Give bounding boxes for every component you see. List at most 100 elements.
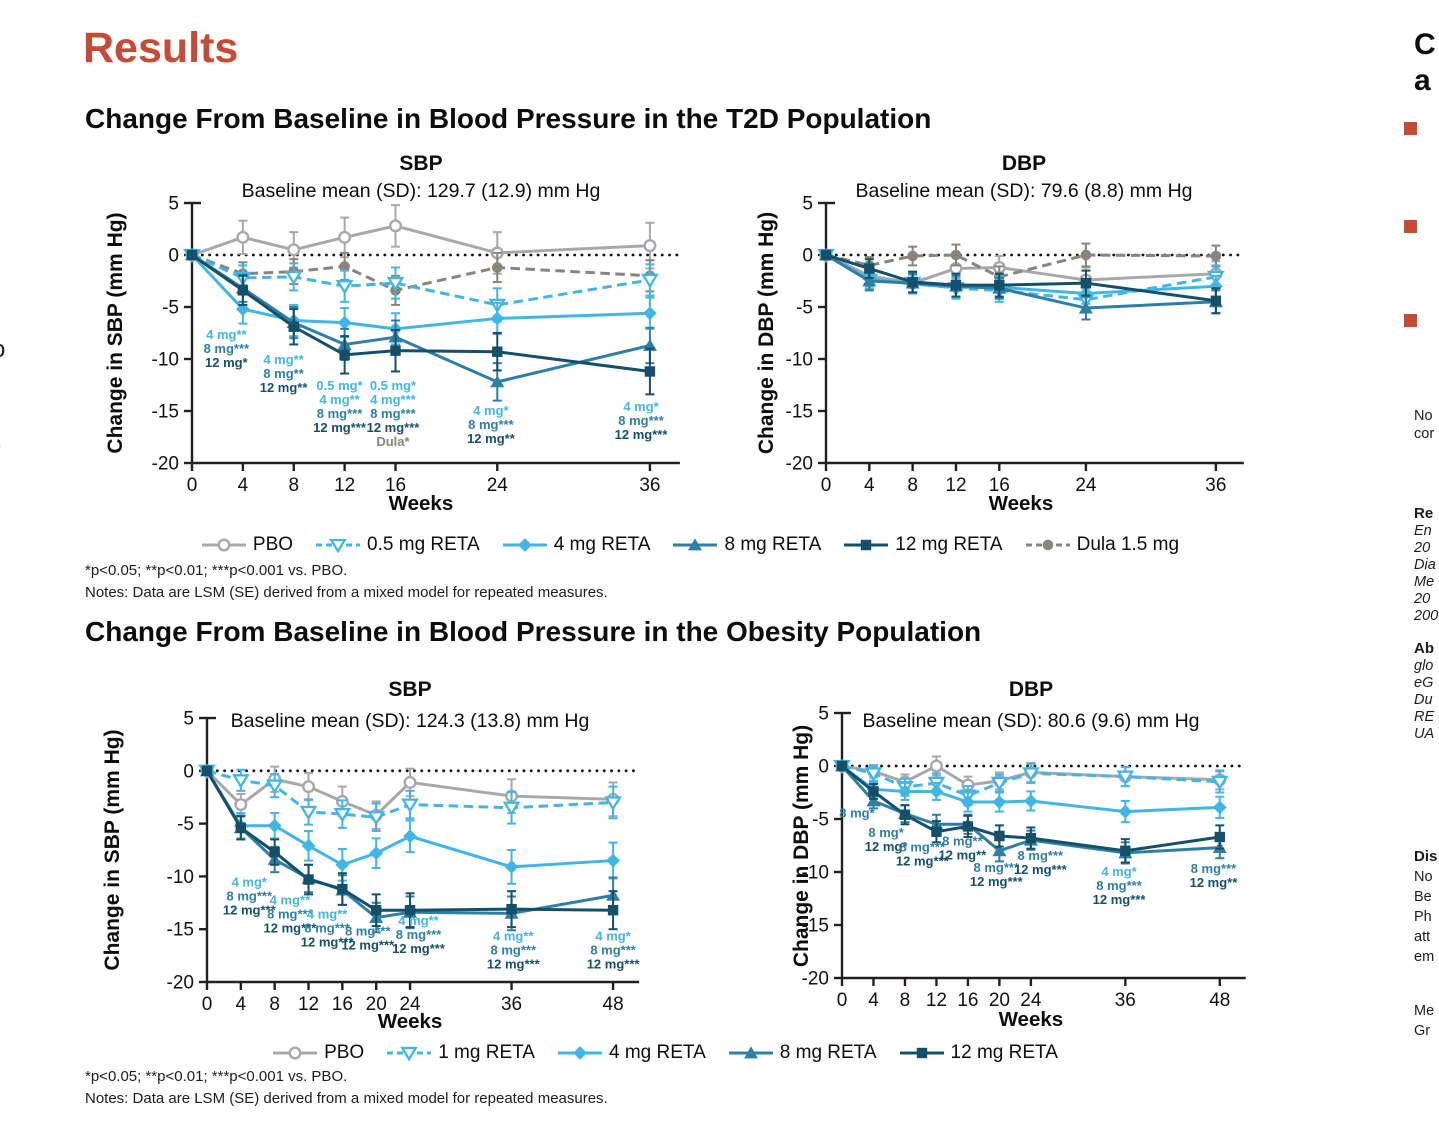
x-axis-label: Weeks bbox=[998, 1008, 1064, 1031]
svg-text:5: 5 bbox=[802, 194, 813, 215]
legend-marker-diamond bbox=[502, 538, 547, 552]
svg-text:-5: -5 bbox=[812, 810, 829, 831]
significance-footnote: *p<0.05; **p<0.01; ***p<0.001 vs. PBO. bbox=[85, 1068, 348, 1085]
svg-text:0: 0 bbox=[837, 990, 848, 1011]
svg-text:12 mg***: 12 mg*** bbox=[367, 420, 421, 435]
legend-item: 4 mg RETA bbox=[502, 534, 650, 556]
text-fragment: Be bbox=[1414, 889, 1432, 905]
legend-marker-triangle-open bbox=[316, 538, 361, 554]
svg-text:16: 16 bbox=[989, 475, 1010, 496]
svg-text:16: 16 bbox=[385, 475, 406, 496]
svg-text:8 mg***: 8 mg*** bbox=[227, 889, 273, 904]
text-fragment: Du bbox=[1414, 692, 1433, 708]
svg-text:8 mg***: 8 mg*** bbox=[317, 406, 363, 421]
legend-marker-square bbox=[899, 1047, 944, 1059]
svg-text:12 mg***: 12 mg*** bbox=[615, 427, 669, 442]
legend-item: 8 mg RETA bbox=[672, 534, 821, 556]
svg-text:-10: -10 bbox=[802, 863, 829, 884]
text-fragment: em bbox=[1414, 949, 1435, 965]
svg-text:5: 5 bbox=[183, 709, 194, 730]
svg-text:16: 16 bbox=[332, 994, 353, 1015]
svg-text:0: 0 bbox=[187, 475, 198, 496]
svg-text:4 mg*: 4 mg* bbox=[473, 403, 509, 418]
text-fragment: RE bbox=[1414, 709, 1435, 725]
svg-text:12 mg***: 12 mg*** bbox=[313, 420, 367, 435]
legend-marker-circle-open bbox=[201, 538, 246, 552]
svg-text:-10: -10 bbox=[167, 867, 194, 888]
svg-text:4 mg*: 4 mg* bbox=[1101, 864, 1137, 879]
legend-item: PBO bbox=[201, 534, 293, 556]
svg-text:-15: -15 bbox=[802, 916, 829, 937]
svg-text:8 mg*: 8 mg* bbox=[868, 825, 904, 840]
x-axis-label: Weeks bbox=[988, 492, 1054, 515]
svg-text:36: 36 bbox=[1205, 475, 1226, 496]
svg-text:8 mg***: 8 mg*** bbox=[370, 406, 416, 421]
svg-text:12 mg***: 12 mg*** bbox=[1093, 892, 1147, 907]
x-axis-label: Weeks bbox=[377, 1010, 443, 1033]
svg-text:8 mg***: 8 mg*** bbox=[204, 341, 250, 356]
svg-text:24: 24 bbox=[1020, 990, 1042, 1011]
text-fragment: 200 bbox=[1414, 608, 1439, 624]
t2d-sbp-plot: 50-5-10-15-200 4 8 12 16 24 364 mg**8 mg***12 … bbox=[152, 194, 680, 496]
svg-text:-15: -15 bbox=[786, 402, 813, 423]
svg-text:4 mg***: 4 mg*** bbox=[370, 392, 416, 407]
svg-text:8 mg**: 8 mg** bbox=[942, 833, 983, 848]
svg-text:12: 12 bbox=[298, 994, 319, 1015]
model-note: Notes: Data are LSM (SE) derived from a … bbox=[85, 1090, 608, 1107]
svg-text:-20: -20 bbox=[786, 454, 813, 475]
svg-text:0.5 mg*: 0.5 mg* bbox=[370, 378, 417, 393]
legend-label: 12 mg RETA bbox=[950, 1042, 1058, 1063]
svg-text:12 mg***: 12 mg*** bbox=[970, 874, 1024, 889]
svg-text:0: 0 bbox=[168, 246, 179, 267]
text-fragment: Gr bbox=[1414, 1023, 1431, 1039]
svg-text:12: 12 bbox=[334, 475, 355, 496]
text-fragment: glo bbox=[1414, 658, 1434, 674]
svg-text:12 mg**: 12 mg** bbox=[260, 380, 309, 395]
legend-item: 0.5 mg RETA bbox=[315, 534, 480, 556]
bullet-square-icon bbox=[1404, 122, 1417, 135]
svg-text:-5: -5 bbox=[177, 814, 194, 835]
svg-text:36: 36 bbox=[639, 475, 660, 496]
legend-item: 8 mg RETA bbox=[728, 1042, 877, 1064]
svg-text:12: 12 bbox=[926, 990, 947, 1011]
t2d-dbp-plot: 5 0 -5 -10 -15 -20 0 4 8 12 16 24 36 bbox=[786, 194, 1244, 496]
legend-item: 1 mg RETA bbox=[386, 1042, 535, 1064]
svg-text:8 mg***: 8 mg*** bbox=[345, 923, 391, 938]
svg-text:8 mg***: 8 mg*** bbox=[396, 927, 442, 942]
legend-marker-circle bbox=[1025, 539, 1070, 551]
svg-text:4: 4 bbox=[238, 475, 249, 496]
svg-text:48: 48 bbox=[1209, 990, 1230, 1011]
svg-text:4: 4 bbox=[868, 990, 879, 1011]
text-fragment: eG bbox=[1414, 675, 1434, 691]
svg-text:8 mg***: 8 mg*** bbox=[618, 413, 664, 428]
legend-label: 8 mg RETA bbox=[779, 1042, 877, 1063]
svg-text:12 mg***: 12 mg*** bbox=[487, 957, 541, 972]
svg-text:12 mg*: 12 mg* bbox=[865, 839, 909, 854]
svg-text:4 mg*: 4 mg* bbox=[232, 875, 268, 890]
svg-text:12 mg***: 12 mg*** bbox=[392, 941, 446, 956]
text-fragment: e bbox=[0, 436, 1, 457]
svg-text:12 mg**: 12 mg** bbox=[939, 847, 988, 862]
chart-baseline-subtitle: Baseline mean (SD): 124.3 (13.8) mm Hg bbox=[230, 710, 590, 732]
svg-text:8 mg***: 8 mg*** bbox=[468, 417, 514, 432]
svg-text:8: 8 bbox=[907, 475, 918, 496]
text-fragment: att bbox=[1414, 929, 1431, 945]
legend-marker-triangle-open bbox=[387, 1046, 432, 1062]
svg-text:8 mg**: 8 mg** bbox=[263, 366, 304, 381]
text-fragment: No bbox=[1414, 408, 1433, 424]
svg-text:0: 0 bbox=[818, 757, 829, 778]
chart-t2d-dbp: DBP Baseline mean (SD): 79.6 (8.8) mm Hg… bbox=[720, 148, 1340, 524]
section-heading-t2d: Change From Baseline in Blood Pressure i… bbox=[85, 103, 932, 134]
text-fragment: En bbox=[1414, 523, 1432, 539]
chart-baseline-subtitle: Baseline mean (SD): 79.6 (8.8) mm Hg bbox=[855, 180, 1193, 202]
svg-text:0.5 mg*: 0.5 mg* bbox=[316, 378, 363, 393]
legend-label: Dula 1.5 mg bbox=[1076, 534, 1180, 555]
svg-text:0: 0 bbox=[802, 246, 813, 267]
svg-text:4 mg*: 4 mg* bbox=[623, 399, 659, 414]
svg-text:-20: -20 bbox=[167, 973, 194, 994]
legend-label: 8 mg RETA bbox=[724, 534, 822, 555]
text-fragment: 20 bbox=[1414, 540, 1431, 556]
svg-text:4 mg**: 4 mg** bbox=[270, 893, 311, 908]
svg-text:12 mg**: 12 mg** bbox=[1190, 875, 1239, 890]
